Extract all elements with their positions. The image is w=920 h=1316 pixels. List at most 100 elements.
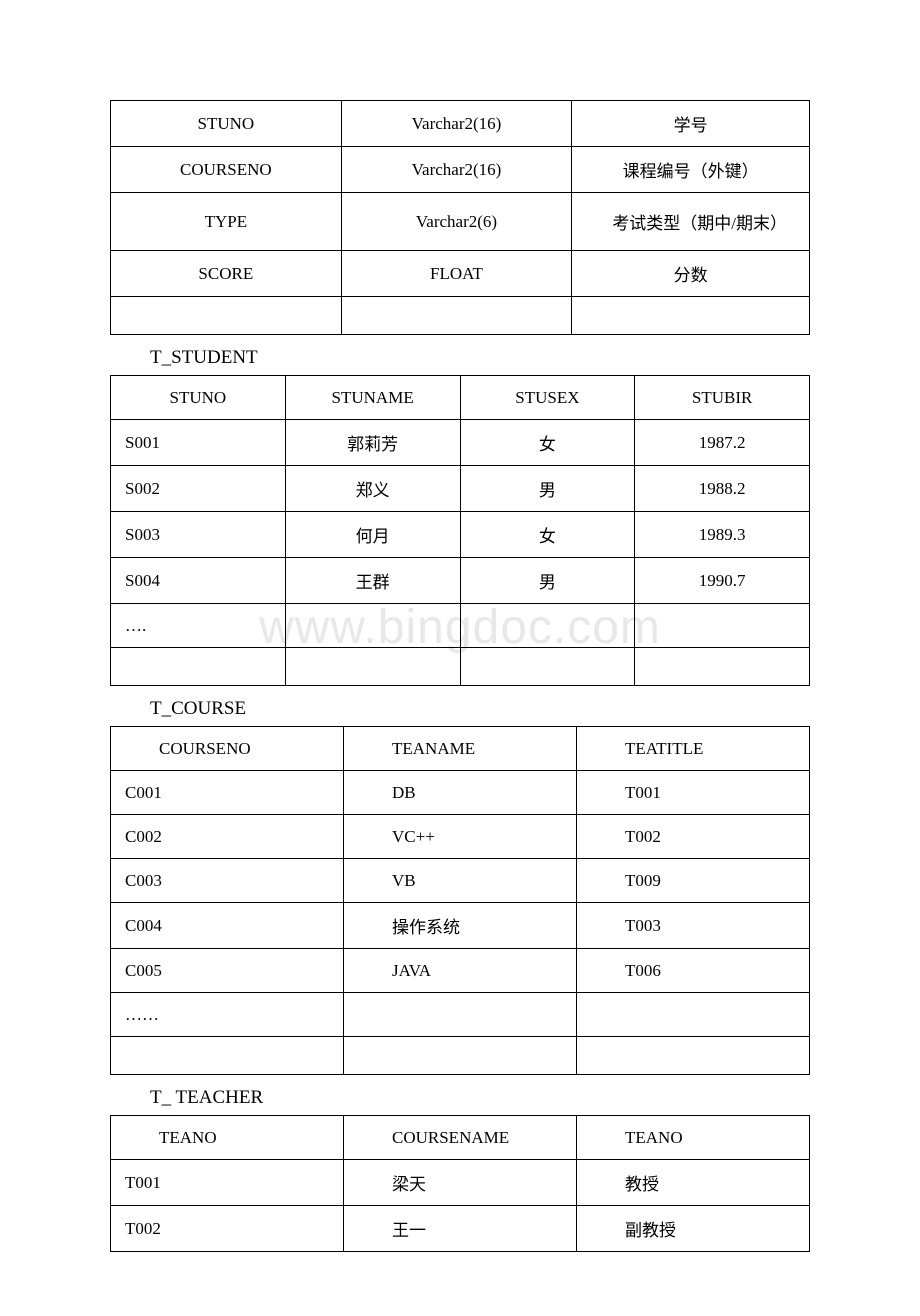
teacher-cell: 梁天 xyxy=(344,1160,577,1206)
teacher-cell: 王一 xyxy=(344,1206,577,1252)
table-row: TYPE Varchar2(6) 考试类型（期中/期末） xyxy=(111,193,810,251)
empty-cell xyxy=(111,648,286,686)
table-header-row: COURSENO TEANAME TEATITLE xyxy=(111,727,810,771)
course-cell: 操作系统 xyxy=(344,903,577,949)
student-cell: 女 xyxy=(460,512,635,558)
schema-field-desc: 分数 xyxy=(572,251,810,297)
course-cell: T002 xyxy=(577,815,810,859)
empty-cell xyxy=(111,297,342,335)
student-cell: S003 xyxy=(111,512,286,558)
ellipsis-cell: …. xyxy=(111,604,286,648)
table-row xyxy=(111,648,810,686)
student-cell: 1988.2 xyxy=(635,466,810,512)
empty-cell xyxy=(460,604,635,648)
schema-field-desc: 课程编号（外键） xyxy=(572,147,810,193)
teacher-header: TEANO xyxy=(577,1116,810,1160)
schema-field-name: STUNO xyxy=(111,101,342,147)
empty-cell xyxy=(635,604,810,648)
schema-table: STUNO Varchar2(16) 学号 COURSENO Varchar2(… xyxy=(110,100,810,335)
course-header: COURSENO xyxy=(111,727,344,771)
course-cell: C001 xyxy=(111,771,344,815)
table-row: C003 VB T009 xyxy=(111,859,810,903)
course-header: TEANAME xyxy=(344,727,577,771)
table-row: …… xyxy=(111,993,810,1037)
student-cell: 王群 xyxy=(285,558,460,604)
schema-field-type: Varchar2(6) xyxy=(341,193,572,251)
empty-cell xyxy=(341,297,572,335)
table-header-row: STUNO STUNAME STUSEX STUBIR xyxy=(111,376,810,420)
student-header: STUNO xyxy=(111,376,286,420)
student-header: STUSEX xyxy=(460,376,635,420)
empty-cell xyxy=(344,1037,577,1075)
table-header-row: TEANO COURSENAME TEANO xyxy=(111,1116,810,1160)
student-cell: 1987.2 xyxy=(635,420,810,466)
course-cell: T009 xyxy=(577,859,810,903)
student-cell: S001 xyxy=(111,420,286,466)
student-cell: 何月 xyxy=(285,512,460,558)
table-row: S004 王群 男 1990.7 xyxy=(111,558,810,604)
empty-cell xyxy=(460,648,635,686)
course-header: TEATITLE xyxy=(577,727,810,771)
student-cell: S002 xyxy=(111,466,286,512)
teacher-header: COURSENAME xyxy=(344,1116,577,1160)
schema-field-desc: 学号 xyxy=(572,101,810,147)
course-cell: VB xyxy=(344,859,577,903)
teacher-cell: T002 xyxy=(111,1206,344,1252)
course-cell: C002 xyxy=(111,815,344,859)
course-cell: C005 xyxy=(111,949,344,993)
table-row: T002 王一 副教授 xyxy=(111,1206,810,1252)
ellipsis-cell: …… xyxy=(111,993,344,1037)
student-cell: 男 xyxy=(460,558,635,604)
student-cell: 1989.3 xyxy=(635,512,810,558)
schema-field-type: FLOAT xyxy=(341,251,572,297)
table-row: C002 VC++ T002 xyxy=(111,815,810,859)
student-table: STUNO STUNAME STUSEX STUBIR S001 郭莉芳 女 1… xyxy=(110,375,810,686)
table-row: SCORE FLOAT 分数 xyxy=(111,251,810,297)
schema-field-name: COURSENO xyxy=(111,147,342,193)
table-row xyxy=(111,297,810,335)
empty-cell xyxy=(577,993,810,1037)
teacher-cell: T001 xyxy=(111,1160,344,1206)
schema-field-type: Varchar2(16) xyxy=(341,147,572,193)
schema-field-name: SCORE xyxy=(111,251,342,297)
student-header: STUBIR xyxy=(635,376,810,420)
empty-cell xyxy=(285,604,460,648)
course-cell: C004 xyxy=(111,903,344,949)
table-title-student: T_STUDENT xyxy=(110,339,810,375)
course-cell: T006 xyxy=(577,949,810,993)
course-cell: JAVA xyxy=(344,949,577,993)
teacher-header: TEANO xyxy=(111,1116,344,1160)
empty-cell xyxy=(285,648,460,686)
table-row: C001 DB T001 xyxy=(111,771,810,815)
table-row: C005 JAVA T006 xyxy=(111,949,810,993)
student-cell: 男 xyxy=(460,466,635,512)
student-cell: 郭莉芳 xyxy=(285,420,460,466)
table-row: …. xyxy=(111,604,810,648)
course-cell: VC++ xyxy=(344,815,577,859)
schema-field-desc: 考试类型（期中/期末） xyxy=(572,193,810,251)
student-cell: 1990.7 xyxy=(635,558,810,604)
student-header: STUNAME xyxy=(285,376,460,420)
student-cell: 女 xyxy=(460,420,635,466)
empty-cell xyxy=(635,648,810,686)
teacher-cell: 副教授 xyxy=(577,1206,810,1252)
table-row: T001 梁天 教授 xyxy=(111,1160,810,1206)
student-cell: S004 xyxy=(111,558,286,604)
teacher-table: TEANO COURSENAME TEANO T001 梁天 教授 T002 王… xyxy=(110,1115,810,1252)
table-row: STUNO Varchar2(16) 学号 xyxy=(111,101,810,147)
empty-cell xyxy=(344,993,577,1037)
student-cell: 郑义 xyxy=(285,466,460,512)
table-row: S001 郭莉芳 女 1987.2 xyxy=(111,420,810,466)
table-title-teacher: T_ TEACHER xyxy=(110,1079,810,1115)
schema-field-type: Varchar2(16) xyxy=(341,101,572,147)
course-cell: DB xyxy=(344,771,577,815)
teacher-cell: 教授 xyxy=(577,1160,810,1206)
table-row: COURSENO Varchar2(16) 课程编号（外键） xyxy=(111,147,810,193)
table-row: S003 何月 女 1989.3 xyxy=(111,512,810,558)
course-cell: C003 xyxy=(111,859,344,903)
table-row xyxy=(111,1037,810,1075)
course-cell: T001 xyxy=(577,771,810,815)
empty-cell xyxy=(111,1037,344,1075)
table-title-course: T_COURSE xyxy=(110,690,810,726)
table-row: C004 操作系统 T003 xyxy=(111,903,810,949)
